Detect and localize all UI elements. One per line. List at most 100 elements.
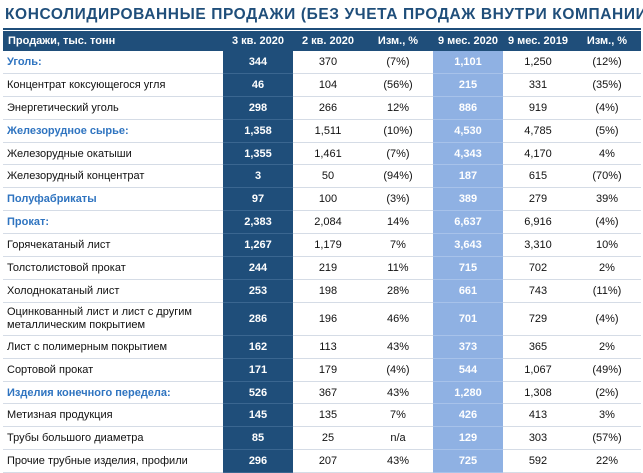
cell-q3-2020: 162 xyxy=(223,335,293,359)
cell-change-yoy: 22% xyxy=(573,449,641,473)
cell-9m-2020: 4,530 xyxy=(433,119,503,143)
product-label: Прочие трубные изделия, профили xyxy=(3,449,223,473)
cell-9m-2019: 6,916 xyxy=(503,210,573,235)
cell-change-yoy: (2%) xyxy=(573,381,641,405)
cell-9m-2020: 215 xyxy=(433,73,503,97)
cell-q2-2020: 25 xyxy=(293,426,363,451)
row-label-text: Изделия конечного передела: xyxy=(7,386,171,399)
table-row: Прочие трубные изделия, профили 296 207 43%… xyxy=(3,449,641,473)
cell-change-qoq: 43% xyxy=(363,381,433,405)
cell-q3-2020: 46 xyxy=(223,73,293,97)
table-row: Железорудный концентрат 3 50 (94%) 187 615 (70… xyxy=(3,164,641,189)
cell-change-qoq: 7% xyxy=(363,233,433,258)
cell-change-yoy: 3% xyxy=(573,403,641,428)
cell-q3-2020: 171 xyxy=(223,358,293,382)
cell-q3-2020: 253 xyxy=(223,279,293,303)
cell-9m-2019: 729 xyxy=(503,302,573,336)
cell-q2-2020: 179 xyxy=(293,358,363,382)
cell-q3-2020: 1,267 xyxy=(223,233,293,258)
cell-q3-2020: 298 xyxy=(223,96,293,120)
cell-q2-2020: 196 xyxy=(293,302,363,336)
title-divider xyxy=(3,28,641,30)
cell-q3-2020: 244 xyxy=(223,256,293,280)
cell-9m-2019: 4,170 xyxy=(503,142,573,166)
product-label: Холоднокатаный лист xyxy=(3,279,223,303)
cell-q2-2020: 1,179 xyxy=(293,233,363,258)
cell-change-qoq: 11% xyxy=(363,256,433,280)
cell-change-qoq: 43% xyxy=(363,449,433,473)
product-label: Концентрат коксующегося угля xyxy=(3,73,223,97)
cell-9m-2019: 303 xyxy=(503,426,573,451)
cell-q2-2020: 2,084 xyxy=(293,210,363,235)
column-header-change-yoy: Изм., % xyxy=(573,31,641,51)
table-row: Прокат: 2,383 2,084 14% 6,637 6,916 (4%) xyxy=(3,210,641,235)
cell-9m-2019: 919 xyxy=(503,96,573,120)
category-label: Полуфабрикаты xyxy=(3,187,223,212)
cell-9m-2020: 6,637 xyxy=(433,210,503,235)
cell-q3-2020: 145 xyxy=(223,403,293,428)
row-label-text: Сортовой прокат xyxy=(7,363,94,376)
cell-change-yoy: 2% xyxy=(573,256,641,280)
product-label: Метизная продукция xyxy=(3,403,223,428)
cell-q2-2020: 1,461 xyxy=(293,142,363,166)
table-body: Уголь: 344 370 (7%) 1,101 1,250 (12%) Концентра… xyxy=(3,51,641,473)
table-row: Железорудное сырье: 1,358 1,511 (10%) 4,530 4… xyxy=(3,119,641,143)
cell-9m-2020: 129 xyxy=(433,426,503,451)
cell-9m-2020: 373 xyxy=(433,335,503,359)
row-label-text: Лист с полимерным покрытием xyxy=(7,340,168,353)
column-header-q2-2020: 2 кв. 2020 xyxy=(293,31,363,51)
cell-q2-2020: 50 xyxy=(293,164,363,189)
cell-q2-2020: 104 xyxy=(293,73,363,97)
cell-9m-2020: 3,643 xyxy=(433,233,503,258)
product-label: Толстолистовой прокат xyxy=(3,256,223,280)
table-row: Концентрат коксующегося угля 46 104 (56%) 21… xyxy=(3,73,641,97)
cell-9m-2020: 1,101 xyxy=(433,51,503,74)
cell-change-yoy: 4% xyxy=(573,142,641,166)
cell-change-yoy: (70%) xyxy=(573,164,641,189)
product-label: Энергетический уголь xyxy=(3,96,223,120)
product-label: Сортовой прокат xyxy=(3,358,223,382)
row-label-text: Железорудное сырье: xyxy=(7,124,129,137)
cell-9m-2019: 365 xyxy=(503,335,573,359)
cell-change-yoy: (4%) xyxy=(573,210,641,235)
cell-change-qoq: (94%) xyxy=(363,164,433,189)
row-label-text: Железорудный концентрат xyxy=(7,170,145,183)
cell-9m-2020: 715 xyxy=(433,256,503,280)
column-header-q3-2020: 3 кв. 2020 xyxy=(223,31,293,51)
cell-q2-2020: 207 xyxy=(293,449,363,473)
product-label: Трубы большого диаметра xyxy=(3,426,223,451)
row-label-text: Толстолистовой прокат xyxy=(7,261,126,274)
cell-9m-2020: 544 xyxy=(433,358,503,382)
cell-change-qoq: n/a xyxy=(363,426,433,451)
cell-change-qoq: (56%) xyxy=(363,73,433,97)
row-label-text: Концентрат коксующегося угля xyxy=(7,78,166,91)
table-header-row: Продажи, тыс. тонн 3 кв. 2020 2 кв. 2020… xyxy=(3,31,641,51)
cell-change-qoq: (4%) xyxy=(363,358,433,382)
cell-q3-2020: 286 xyxy=(223,302,293,336)
cell-change-qoq: (7%) xyxy=(363,142,433,166)
cell-change-qoq: 7% xyxy=(363,403,433,428)
cell-q3-2020: 2,383 xyxy=(223,210,293,235)
cell-9m-2019: 279 xyxy=(503,187,573,212)
row-label-text: Уголь: xyxy=(7,55,42,68)
row-label-text: Полуфабрикаты xyxy=(7,193,97,206)
category-label: Железорудное сырье: xyxy=(3,119,223,143)
cell-q2-2020: 370 xyxy=(293,51,363,74)
row-label-text: Энергетический уголь xyxy=(7,101,119,114)
category-label: Изделия конечного передела: xyxy=(3,381,223,405)
table-row: Сортовой прокат 171 179 (4%) 544 1,067 (49%) xyxy=(3,358,641,382)
cell-q2-2020: 219 xyxy=(293,256,363,280)
cell-change-yoy: (12%) xyxy=(573,51,641,74)
cell-change-yoy: (49%) xyxy=(573,358,641,382)
cell-9m-2020: 886 xyxy=(433,96,503,120)
cell-9m-2019: 743 xyxy=(503,279,573,303)
table-row: Оцинкованный лист и лист с другим металл… xyxy=(3,302,641,336)
row-label-text: Холоднокатаный лист xyxy=(7,284,120,297)
cell-q3-2020: 1,358 xyxy=(223,119,293,143)
cell-q3-2020: 526 xyxy=(223,381,293,405)
cell-9m-2019: 4,785 xyxy=(503,119,573,143)
cell-change-yoy: (5%) xyxy=(573,119,641,143)
table-row: Холоднокатаный лист 253 198 28% 661 743 (11%) xyxy=(3,279,641,303)
cell-9m-2019: 331 xyxy=(503,73,573,97)
column-header-change-qoq: Изм., % xyxy=(363,31,433,51)
